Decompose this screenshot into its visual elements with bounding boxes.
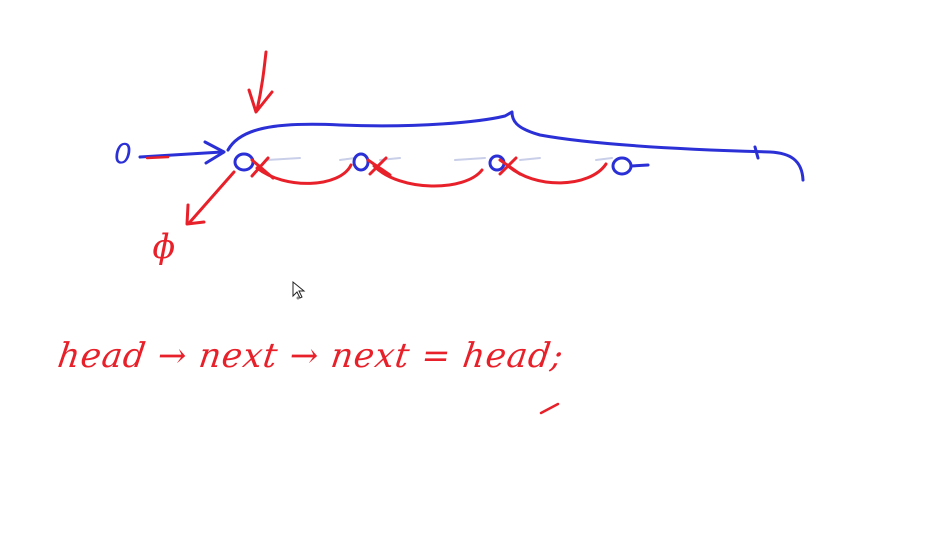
reverse-curve-1	[255, 163, 353, 185]
reverse-cross-3	[498, 156, 522, 176]
reverse-curve-3	[505, 162, 608, 185]
list-brace	[226, 110, 805, 182]
prev-red-tick	[145, 155, 170, 160]
mouse-cursor-icon	[292, 280, 306, 300]
list-node-4	[611, 156, 633, 176]
reverse-cross-1	[250, 156, 275, 180]
null-symbol: ɸ	[152, 227, 176, 267]
list-node-2	[352, 152, 370, 172]
prev-node-label: 0	[114, 137, 132, 170]
code-text: head → next → next = head;	[55, 336, 567, 376]
ghost-strokes	[266, 157, 613, 161]
reverse-curve-2	[372, 164, 484, 188]
list-end-tick	[753, 145, 760, 160]
prev-to-head-arrowhead	[203, 140, 226, 165]
head-to-null-arrow	[185, 170, 236, 226]
reverse-pointers	[250, 156, 608, 188]
head-pointer-arrow	[247, 50, 274, 114]
code-underline-stroke	[539, 402, 560, 415]
prev-to-head-arrow	[138, 150, 224, 159]
list-nodes	[233, 152, 650, 176]
prev-node: 0	[114, 137, 226, 170]
list-node-4-tail	[629, 163, 650, 168]
reverse-cross-2	[366, 156, 392, 177]
list-node-1	[233, 152, 255, 172]
